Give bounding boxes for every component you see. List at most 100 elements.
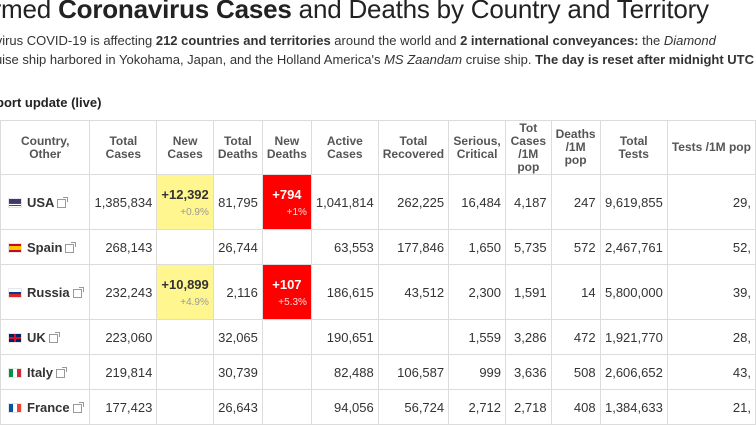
- new-cases-cell: [156, 354, 214, 390]
- new-deaths-cell: [261, 389, 312, 425]
- serious-cell: 999: [448, 354, 507, 390]
- active-cases-cell: 63,553: [310, 229, 379, 265]
- serious-cell: 2,712: [448, 389, 507, 425]
- intro-text: the: [638, 33, 664, 48]
- total-deaths-cell: 26,744: [212, 229, 263, 265]
- external-link-icon[interactable]: [57, 196, 69, 208]
- country-link[interactable]: USA: [27, 194, 55, 210]
- country-link[interactable]: Spain: [27, 239, 63, 255]
- cases-per-million-cell: 1,591: [505, 264, 552, 320]
- new-deaths-cell: [261, 319, 312, 355]
- col-header-cases-per-million[interactable]: Tot Cases /1M pop: [505, 120, 552, 175]
- table-row: Russia 232,243 +10,899 +4.9% 2,116 +107 +5…: [0, 264, 756, 320]
- italy-flag-icon: [8, 368, 22, 379]
- cases-per-million-cell: 2,718: [505, 389, 552, 425]
- title-bold: Coronavirus Cases: [58, 0, 292, 24]
- col-header-country[interactable]: Country, Other: [0, 120, 91, 175]
- total-tests-cell: 2,606,652: [599, 354, 668, 390]
- page-title: firmed Coronavirus Cases and Deaths by C…: [0, 0, 709, 25]
- total-cases-cell: 177,423: [89, 389, 158, 425]
- col-header-new-deaths[interactable]: New Deaths: [261, 120, 312, 175]
- tests-per-million-cell: 52,: [666, 229, 756, 265]
- new-cases-cell: [156, 389, 214, 425]
- cases-per-million-cell: 3,286: [505, 319, 552, 355]
- intro-paragraph: onavirus COVID-19 is affecting 212 count…: [0, 31, 756, 69]
- country-link[interactable]: France: [27, 399, 70, 415]
- cases-per-million-cell: 4,187: [505, 174, 552, 230]
- intro-text: s cruise ship harbored in Yokohama, Japa…: [0, 52, 385, 67]
- intro-bold: 212 countries and territories: [155, 33, 331, 48]
- total-tests-cell: 1,921,770: [599, 319, 668, 355]
- deaths-per-million-cell: 408: [550, 389, 601, 425]
- country-link[interactable]: Russia: [27, 284, 70, 300]
- tests-per-million-cell: 39,: [666, 264, 756, 320]
- title-prefix: firmed: [0, 0, 52, 24]
- country-cell: Russia: [0, 264, 91, 320]
- tests-per-million-cell: 43,: [666, 354, 756, 390]
- country-cell: USA: [0, 174, 91, 230]
- intro-text: onavirus COVID-19 is affecting: [0, 33, 153, 48]
- col-header-active-cases[interactable]: Active Cases: [310, 120, 379, 175]
- country-link[interactable]: Italy: [27, 364, 54, 380]
- russia-flag-icon: [8, 288, 22, 299]
- total-cases-cell: 223,060: [89, 319, 158, 355]
- col-header-deaths-per-million[interactable]: Deaths /1M pop: [550, 120, 601, 175]
- col-header-total-tests[interactable]: Total Tests: [599, 120, 668, 175]
- serious-cell: 1,559: [448, 319, 507, 355]
- deaths-per-million-cell: 572: [550, 229, 601, 265]
- uk-flag-icon: [8, 333, 22, 344]
- recovered-cell: [377, 319, 450, 355]
- new-cases-pct: +0.9%: [180, 206, 209, 218]
- total-deaths-cell: 32,065: [212, 319, 263, 355]
- external-link-icon[interactable]: [72, 286, 84, 298]
- new-deaths-pct: +1%: [286, 206, 307, 218]
- external-link-icon[interactable]: [48, 331, 60, 343]
- total-cases-cell: 268,143: [89, 229, 158, 265]
- deaths-per-million-cell: 472: [550, 319, 601, 355]
- col-header-total-cases[interactable]: Total Cases: [89, 120, 158, 175]
- col-header-new-cases[interactable]: New Cases: [156, 120, 214, 175]
- tests-per-million-cell: 29,: [666, 174, 756, 230]
- intro-bold: The day is reset after midnight UTC: [535, 52, 754, 67]
- country-cell: UK: [0, 319, 91, 355]
- report-label: port update (live): [0, 95, 102, 110]
- external-link-icon[interactable]: [72, 401, 84, 413]
- recovered-cell: 43,512: [377, 264, 450, 320]
- col-header-serious[interactable]: Serious, Critical: [448, 120, 507, 175]
- intro-bold: 2 international conveyances:: [460, 33, 639, 48]
- active-cases-cell: 190,651: [310, 319, 379, 355]
- new-deaths-value: +107: [272, 276, 302, 292]
- cases-per-million-cell: 3,636: [505, 354, 552, 390]
- total-tests-cell: 1,384,633: [599, 389, 668, 425]
- cases-per-million-cell: 5,735: [505, 229, 552, 265]
- recovered-cell: 56,724: [377, 389, 450, 425]
- total-tests-cell: 9,619,855: [599, 174, 668, 230]
- serious-cell: 1,650: [448, 229, 507, 265]
- new-deaths-cell: +794 +1%: [261, 174, 312, 230]
- country-cell: Spain: [0, 229, 91, 265]
- serious-cell: 2,300: [448, 264, 507, 320]
- col-header-total-deaths[interactable]: Total Deaths: [212, 120, 263, 175]
- external-link-icon[interactable]: [65, 241, 77, 253]
- active-cases-cell: 94,056: [310, 389, 379, 425]
- col-header-tests-per-million[interactable]: Tests /1M pop: [666, 120, 756, 175]
- recovered-cell: 262,225: [377, 174, 450, 230]
- serious-cell: 16,484: [448, 174, 507, 230]
- tests-per-million-cell: 21,: [666, 389, 756, 425]
- total-deaths-cell: 30,739: [212, 354, 263, 390]
- active-cases-cell: 82,488: [310, 354, 379, 390]
- total-deaths-cell: 26,643: [212, 389, 263, 425]
- spain-flag-icon: [8, 243, 22, 254]
- external-link-icon[interactable]: [56, 366, 68, 378]
- table-row: France 177,423 26,643 94,056 56,724 2,71…: [0, 389, 756, 425]
- deaths-per-million-cell: 247: [550, 174, 601, 230]
- total-cases-cell: 1,385,834: [89, 174, 158, 230]
- total-cases-cell: 232,243: [89, 264, 158, 320]
- intro-text: around the world and: [330, 33, 461, 48]
- country-link[interactable]: UK: [27, 329, 46, 345]
- intro-text: cruise ship.: [462, 52, 536, 67]
- total-deaths-cell: 2,116: [212, 264, 263, 320]
- total-tests-cell: 2,467,761: [599, 229, 668, 265]
- deaths-per-million-cell: 14: [550, 264, 601, 320]
- col-header-total-recovered[interactable]: Total Recovered: [377, 120, 450, 175]
